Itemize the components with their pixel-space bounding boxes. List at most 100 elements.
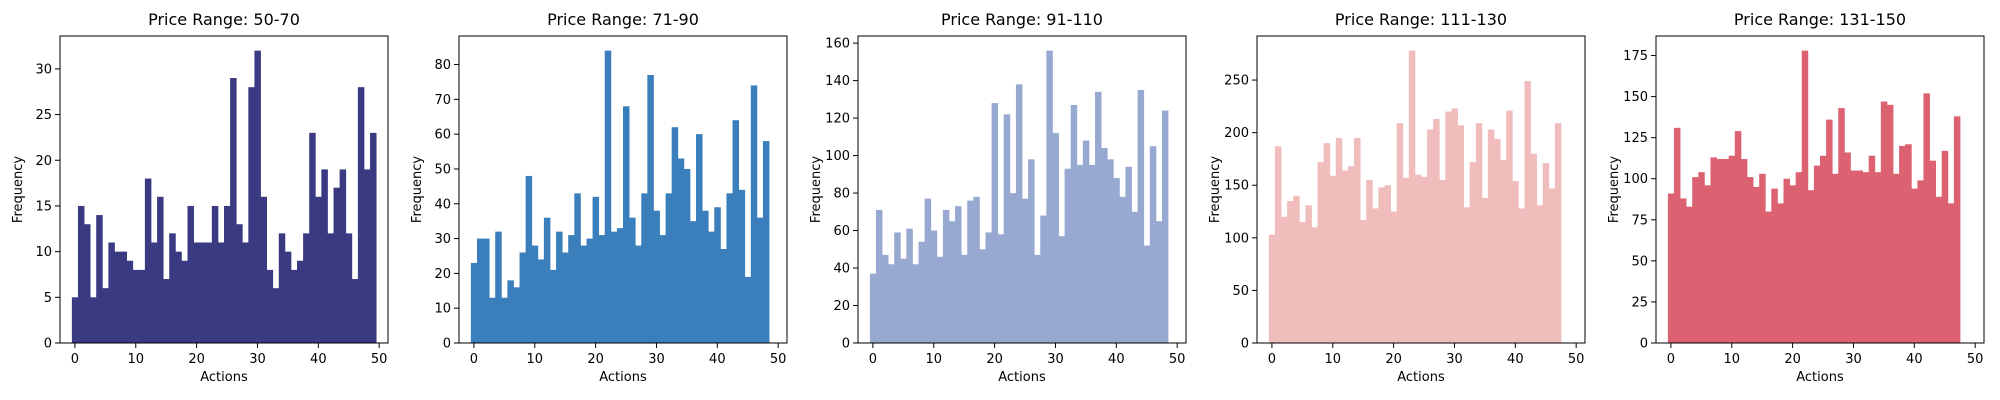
y-tick-label: 150 [1224,179,1249,194]
histogram-bar [1512,181,1519,343]
histogram-bar [708,231,715,343]
histogram-bar [1874,172,1882,343]
histogram-bar [525,175,533,343]
histogram-bar [77,205,85,343]
histogram-bar [1009,193,1017,343]
histogram-bar [1046,50,1053,344]
histogram-bar [991,103,999,343]
histogram-bar [1107,159,1114,343]
histogram-bar [1082,140,1090,343]
y-tick-label: 40 [833,262,850,277]
y-tick-label: 40 [434,197,451,212]
histogram-bar [1886,104,1894,343]
chart-title: Price Range: 71-90 [547,10,699,29]
histogram-bar [1716,159,1724,343]
histogram-bar [157,196,164,343]
histogram-bar [641,193,648,343]
histogram-bar [138,269,146,343]
histogram-bar [1746,177,1754,343]
chart-panel-5: 0 10 20 30 40 50 0 25 50 75 100 125 150 175 Price Rang… [1607,10,1985,385]
histogram-bar [1143,245,1151,343]
x-tick-label: 20 [188,352,205,367]
histogram-bar [1481,197,1489,343]
histogram-bar [762,141,770,343]
y-tick-label: 100 [825,149,850,164]
histogram-bar [370,132,377,343]
y-axis-label: Frequency [1208,156,1223,223]
histogram-bar [1868,155,1876,343]
histogram-bar [1728,155,1736,343]
histogram-bar [1341,170,1349,343]
y-tick-label: 0 [842,337,850,352]
histogram-bar [1826,119,1833,343]
histogram-bar [1378,187,1385,343]
histogram-bar [1372,208,1379,343]
histogram-bar [985,232,992,343]
histogram-bar [948,221,956,343]
histogram-bar [1686,206,1693,343]
histogram-bar [1850,170,1857,343]
histogram-bar [272,288,280,343]
histogram-bar [513,287,520,343]
y-tick-label: 20 [434,267,451,282]
histogram-bar [912,264,919,343]
histogram-bar [1064,168,1072,343]
histogram-bar [604,50,612,344]
histogram-bar [1740,159,1748,343]
histogram-bar [562,252,569,343]
histogram-bar [732,120,740,343]
histogram-bar [303,233,310,343]
histogram-bar [1335,137,1343,343]
histogram-bar [1807,190,1815,343]
histogram-bar [193,242,201,343]
histogram-bar [1137,89,1145,343]
y-tick-label: 175 [1623,49,1648,64]
histogram-bar [750,85,758,344]
histogram-bar [635,245,642,343]
x-tick-label: 50 [1967,352,1984,367]
histogram-bar [1698,172,1705,343]
histogram-bar [1305,205,1312,343]
x-tick-label: 20 [986,352,1003,367]
histogram-bar [906,228,913,343]
y-tick-label: 100 [1224,231,1249,246]
x-tick-label: 40 [1906,352,1923,367]
y-axis-label: Frequency [11,156,26,223]
x-axis-label: Actions [1796,370,1844,385]
histogram-bar [1487,129,1495,343]
histogram-bar [199,242,207,343]
histogram-bar [1003,114,1011,343]
histogram-bar [96,215,103,343]
histogram-bar [1856,170,1863,343]
x-tick-label: 40 [709,352,726,367]
y-tick-label: 20 [833,299,850,314]
histogram-bar [1759,173,1766,343]
y-tick-label: 0 [44,337,52,352]
histogram-bar [1899,145,1906,343]
histogram-bar [1820,155,1827,343]
histogram-bar [1058,236,1065,343]
histogram-bar [1813,165,1821,343]
histogram-bar [266,269,274,343]
y-tick-label: 10 [434,302,451,317]
histogram-bar [501,297,508,343]
histogram-bar [738,189,746,343]
histogram-bar [1070,104,1078,343]
histogram-bar [1408,50,1416,344]
y-tick-label: 200 [1224,126,1249,141]
histogram-bar [1329,175,1337,343]
histogram-bar [1953,116,1961,343]
chart-panel-2: 0 10 20 30 40 50 0 10 20 30 40 50 60 70 80 Price Range:… [410,10,788,385]
histogram-bar [1131,211,1139,343]
y-tick-label: 80 [833,187,850,202]
x-tick-label: 10 [925,352,942,367]
histogram-bar [1710,157,1717,343]
histogram-bar [230,78,237,343]
histogram-bar [333,187,341,343]
x-tick-label: 40 [310,352,327,367]
y-tick-label: 0 [1241,337,1249,352]
histogram-bar [1101,148,1108,343]
histogram-bar [102,288,109,343]
histogram-bar [1947,203,1955,343]
